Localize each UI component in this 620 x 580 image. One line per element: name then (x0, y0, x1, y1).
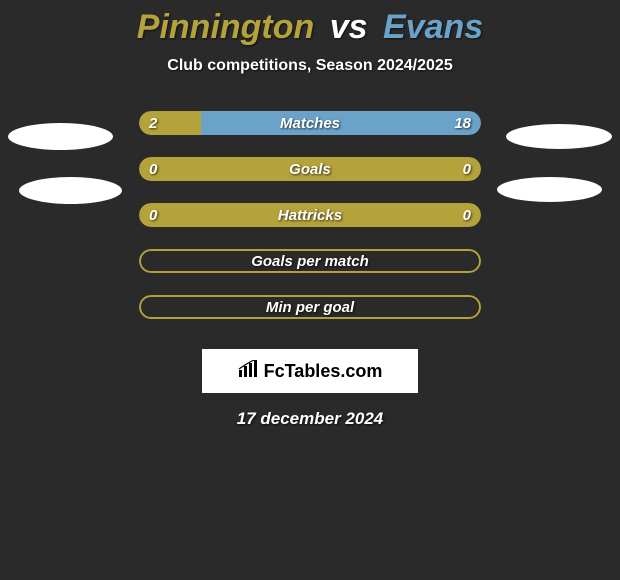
chart-bars-icon (238, 360, 260, 383)
stat-label: Hattricks (139, 203, 481, 227)
stats-chart: Matches218Goals00Hattricks00Goals per ma… (0, 111, 620, 341)
brand-text: FcTables.com (264, 361, 383, 382)
vs-separator: vs (330, 8, 368, 46)
stat-value-left: 0 (149, 157, 157, 181)
season-subtitle: Club competitions, Season 2024/2025 (0, 57, 620, 75)
stat-row: Hattricks0 0 (139, 203, 481, 227)
brand-box: FcTables.com (202, 349, 418, 393)
stat-value-right: 0 (463, 157, 471, 181)
stat-label: Goals (139, 157, 481, 181)
comparison-title: Pinnington vs Evans (0, 0, 620, 47)
stat-value-right: 18 (454, 111, 471, 135)
stat-value-right: 0 (463, 203, 471, 227)
player2-name: Evans (383, 8, 483, 46)
stat-label: Goals per match (139, 249, 481, 273)
stat-label: Min per goal (139, 295, 481, 319)
brand-label: FcTables.com (238, 360, 383, 383)
stat-row: Matches2 18 (139, 111, 481, 135)
stat-row: Min per goal (139, 295, 481, 319)
stat-row: Goals per match (139, 249, 481, 273)
player1-name: Pinnington (137, 8, 315, 46)
snapshot-date: 17 december 2024 (0, 409, 620, 429)
stat-value-left: 0 (149, 203, 157, 227)
stat-row: Goals0 0 (139, 157, 481, 181)
stat-label: Matches (139, 111, 481, 135)
stat-value-left: 2 (149, 111, 157, 135)
